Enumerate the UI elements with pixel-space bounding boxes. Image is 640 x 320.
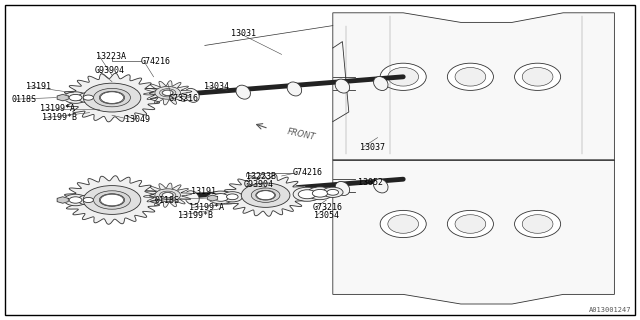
Ellipse shape (185, 88, 199, 102)
Ellipse shape (374, 76, 388, 91)
Circle shape (241, 183, 290, 207)
Circle shape (64, 194, 87, 206)
Circle shape (78, 92, 99, 103)
Text: 13052: 13052 (358, 178, 383, 187)
Polygon shape (333, 13, 614, 160)
Circle shape (159, 191, 176, 199)
Ellipse shape (374, 179, 388, 193)
Circle shape (99, 194, 125, 206)
Circle shape (222, 192, 243, 202)
Ellipse shape (236, 85, 250, 99)
Text: G74216: G74216 (141, 57, 171, 66)
Circle shape (307, 187, 333, 200)
Circle shape (227, 194, 238, 200)
Text: 13191: 13191 (26, 82, 51, 91)
Ellipse shape (455, 215, 486, 233)
Text: G93904: G93904 (95, 66, 125, 75)
Circle shape (83, 186, 141, 214)
Circle shape (208, 191, 234, 204)
Ellipse shape (447, 211, 493, 237)
Circle shape (78, 195, 99, 205)
Polygon shape (63, 73, 161, 122)
Circle shape (93, 88, 131, 107)
Circle shape (155, 86, 180, 99)
Circle shape (312, 189, 328, 197)
Text: 13199*B: 13199*B (42, 113, 77, 122)
Text: 13031: 13031 (230, 29, 256, 38)
Ellipse shape (287, 184, 301, 198)
Circle shape (69, 94, 82, 101)
Text: 13199*A: 13199*A (40, 104, 75, 113)
Text: FRONT: FRONT (287, 127, 317, 142)
Ellipse shape (522, 215, 553, 233)
Ellipse shape (522, 68, 553, 86)
Polygon shape (143, 81, 192, 105)
Text: G73216: G73216 (312, 203, 342, 212)
Ellipse shape (185, 191, 199, 205)
Circle shape (257, 191, 275, 200)
Circle shape (93, 191, 131, 209)
Ellipse shape (380, 63, 426, 91)
Circle shape (163, 193, 173, 198)
Polygon shape (207, 195, 218, 201)
Text: 13223B: 13223B (246, 172, 276, 181)
Circle shape (162, 90, 173, 96)
Circle shape (298, 190, 316, 199)
Text: G73216: G73216 (169, 94, 199, 103)
Text: 13199*A: 13199*A (189, 203, 224, 212)
Circle shape (64, 92, 87, 103)
Text: 0118S: 0118S (155, 196, 180, 204)
Circle shape (162, 192, 173, 198)
Polygon shape (223, 174, 308, 216)
Text: 13191: 13191 (191, 188, 216, 196)
Circle shape (213, 194, 228, 201)
Polygon shape (57, 197, 68, 203)
Circle shape (83, 83, 141, 112)
Circle shape (323, 187, 343, 197)
Circle shape (100, 194, 124, 206)
Circle shape (252, 188, 280, 202)
Text: 13199*B: 13199*B (178, 211, 213, 220)
Text: 13049: 13049 (125, 115, 150, 124)
Polygon shape (143, 183, 192, 207)
Text: G74216: G74216 (293, 168, 323, 177)
Ellipse shape (388, 215, 419, 233)
Circle shape (256, 190, 275, 200)
Text: 13037: 13037 (360, 143, 385, 152)
Circle shape (83, 197, 93, 203)
Ellipse shape (515, 211, 561, 237)
Text: G93904: G93904 (243, 180, 273, 189)
Circle shape (83, 95, 93, 100)
Circle shape (163, 90, 173, 95)
Text: 13034: 13034 (204, 82, 228, 91)
Polygon shape (63, 176, 161, 224)
Ellipse shape (388, 68, 419, 86)
Ellipse shape (447, 63, 493, 91)
Polygon shape (333, 160, 614, 304)
Polygon shape (57, 94, 68, 101)
Circle shape (100, 92, 124, 103)
Circle shape (155, 189, 180, 202)
Circle shape (293, 187, 321, 201)
Ellipse shape (455, 68, 486, 86)
Ellipse shape (287, 82, 301, 96)
Ellipse shape (515, 63, 561, 91)
Text: 0118S: 0118S (12, 95, 36, 104)
Circle shape (159, 89, 176, 97)
Circle shape (69, 197, 82, 203)
Ellipse shape (134, 91, 148, 105)
Text: A013001247: A013001247 (589, 307, 632, 313)
Ellipse shape (335, 79, 349, 93)
Ellipse shape (236, 188, 250, 202)
Ellipse shape (134, 194, 148, 208)
Circle shape (99, 91, 125, 104)
Text: 13223A: 13223A (96, 52, 126, 60)
Circle shape (327, 189, 339, 195)
Ellipse shape (335, 181, 349, 196)
Ellipse shape (380, 211, 426, 237)
Text: 13054: 13054 (314, 211, 339, 220)
